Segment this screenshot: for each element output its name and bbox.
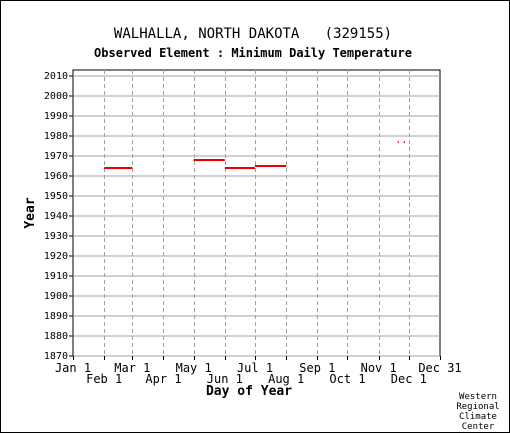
x-axis-ticks: Jan 1 Mar 1 May 1 Jul 1 Sep 1 Nov 1 Dec 31 Feb … (55, 356, 462, 386)
x-tick-label-upper: Sep 1 (299, 361, 335, 375)
x-tick-label-upper: Mar 1 (114, 361, 150, 375)
x-tick-label-upper: May 1 (176, 361, 212, 375)
x-tick-label-upper: Nov 1 (361, 361, 397, 375)
y-tick-label: 1960 (44, 171, 68, 182)
y-tick-label: 1990 (44, 111, 68, 122)
chart-title: WALHALLA, NORTH DAKOTA (329155) (114, 26, 392, 42)
y-tick-label: 1920 (44, 251, 68, 262)
y-tick-label: 1930 (44, 231, 68, 242)
y-tick-label: 2000 (44, 91, 68, 102)
y-axis-ticks: 1870 1880 1890 1900 1910 1920 1930 1940 1950 1960… (44, 71, 73, 362)
y-tick-label: 1910 (44, 271, 68, 282)
credit-line-2: Regional (456, 402, 499, 412)
y-tick-label: 1950 (44, 191, 68, 202)
x-tick-label-lower: Jun 1 (207, 372, 243, 386)
y-tick-label: 1890 (44, 311, 68, 322)
y-tick-label: 1900 (44, 291, 68, 302)
x-tick-label-upper: Jul 1 (237, 361, 273, 375)
y-tick-label: 1880 (44, 331, 68, 342)
x-tick-label-upper: Jan 1 (55, 361, 91, 375)
credit-line-3: Climate (459, 412, 497, 422)
y-tick-label: 2010 (44, 71, 68, 82)
y-tick-label: 1970 (44, 151, 68, 162)
y-tick-label: 1940 (44, 211, 68, 222)
x-tick-label-lower: Dec 1 (391, 372, 427, 386)
x-tick-label-lower: Aug 1 (268, 372, 304, 386)
y-tick-label: 1870 (44, 351, 68, 362)
x-axis-title: Day of Year (206, 384, 292, 399)
y-tick-label: 1980 (44, 131, 68, 142)
plot-area (72, 69, 441, 357)
credit-line-4: Center (462, 422, 495, 432)
x-tick-label-lower: Apr 1 (145, 372, 181, 386)
x-tick-label-lower: Oct 1 (329, 372, 365, 386)
grid-lines (73, 70, 440, 357)
x-tick-label-lower: Feb 1 (86, 372, 122, 386)
credit-line-1: Western (459, 392, 497, 402)
x-tick-label-upper: Dec 31 (418, 361, 461, 375)
y-axis-title: Year (23, 197, 38, 228)
chart-subtitle: Observed Element : Minimum Daily Tempera… (94, 46, 412, 60)
data-series (104, 141, 405, 169)
